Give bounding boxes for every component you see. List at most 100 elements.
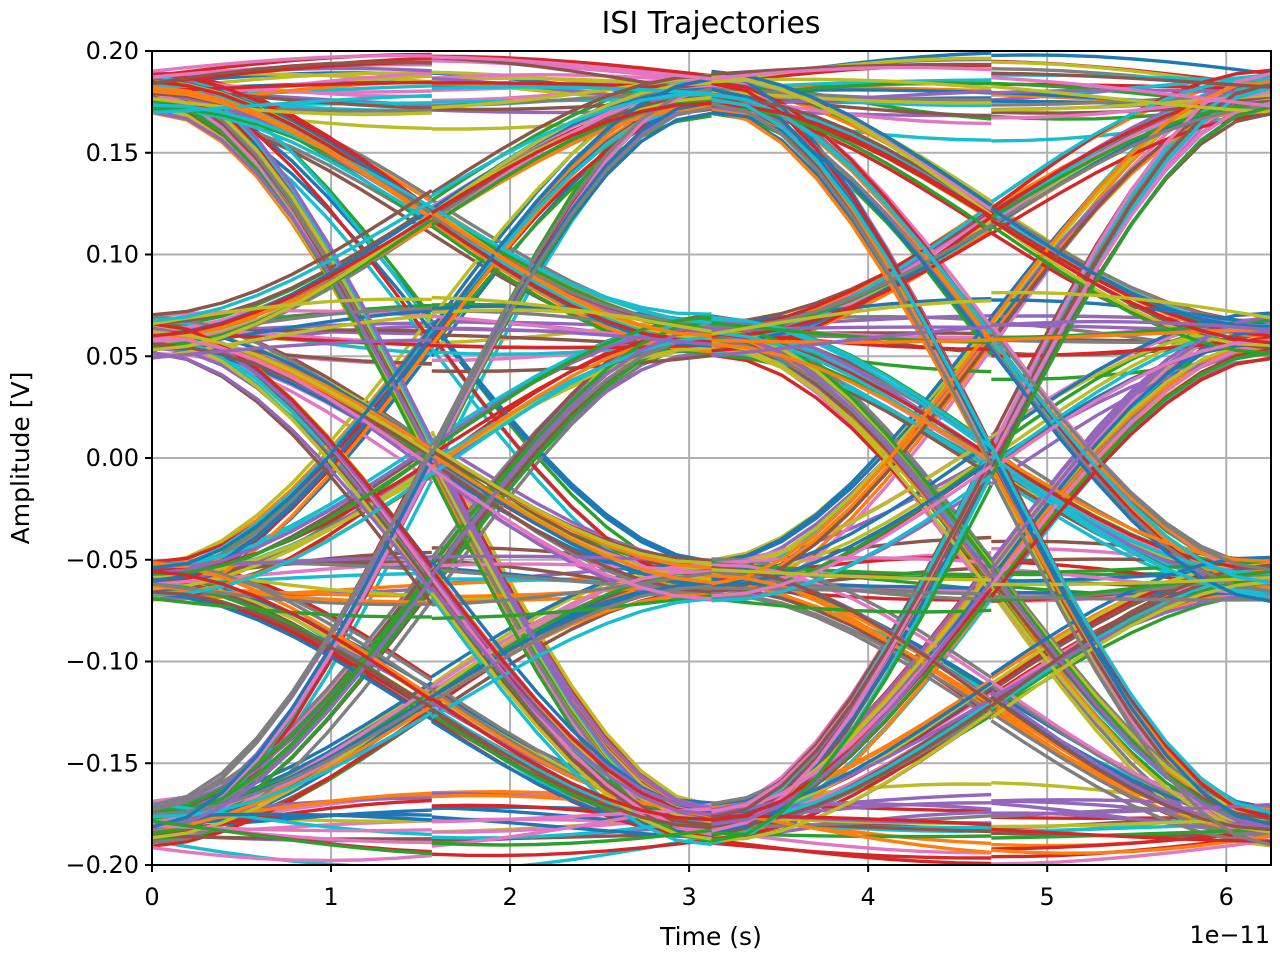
trajectory-line [711, 484, 993, 843]
trajectory-line [989, 335, 1271, 585]
trajectory-line [991, 834, 1271, 855]
x-tick-label: 6 [1219, 883, 1234, 911]
trajectory-line [989, 356, 1271, 598]
x-tick-label: 1 [323, 883, 338, 911]
trajectory-line [152, 449, 434, 807]
y-tick-label: 0.10 [86, 241, 139, 269]
trajectory-line [430, 596, 712, 720]
trajectory-line [430, 461, 712, 594]
trajectory-line [152, 819, 432, 856]
trajectory-line [152, 569, 433, 702]
trajectory-line [430, 321, 712, 564]
trajectory-line [152, 108, 433, 224]
trajectory-line [152, 342, 433, 458]
trajectory-line [991, 838, 1271, 865]
x-tick-label: 2 [502, 883, 517, 911]
trajectory-line [152, 578, 434, 831]
trajectory-line [152, 297, 432, 326]
trajectory-line [989, 105, 1271, 478]
trajectory-line [431, 571, 712, 607]
trajectory-line [711, 62, 992, 76]
trajectory-line [711, 838, 992, 865]
x-axis-label: Time (s) [659, 922, 762, 951]
trajectory-traces [152, 51, 1271, 865]
trajectory-line [711, 341, 993, 594]
trajectory-line [152, 711, 433, 819]
trajectory-line [711, 102, 993, 466]
x-tick-label: 0 [144, 883, 159, 911]
trajectory-line [152, 96, 432, 117]
trajectory-line [152, 560, 432, 587]
trajectory-line [430, 582, 712, 699]
trajectory-line [152, 53, 432, 73]
y-tick-label: 0.05 [86, 342, 139, 370]
trajectory-line [991, 76, 1271, 108]
trajectory-line [431, 55, 712, 81]
trajectory-line [990, 453, 1271, 571]
trajectory-line [152, 457, 434, 829]
trajectory-line [152, 89, 433, 221]
y-tick-label: −0.05 [65, 546, 139, 574]
trajectory-line [152, 322, 434, 569]
trajectory-line [152, 846, 432, 863]
trajectory-line [711, 299, 992, 336]
trajectory-line [711, 580, 993, 826]
trajectory-line [152, 570, 434, 813]
trajectory-line [711, 697, 993, 814]
trajectory-line [989, 564, 1271, 827]
trajectory-line [152, 214, 433, 338]
trajectory-line [990, 218, 1271, 347]
trajectory-line [711, 103, 993, 219]
trajectory-line [990, 719, 1271, 844]
trajectory-line [430, 586, 712, 817]
x-tick-label: 5 [1040, 883, 1055, 911]
trajectory-line [711, 110, 993, 351]
trajectory-line [711, 338, 992, 344]
trajectory-line [152, 205, 433, 325]
trajectory-line [990, 207, 1271, 329]
trajectory-line [430, 209, 712, 338]
trajectory-line [430, 467, 712, 601]
trajectory-line [711, 109, 993, 468]
x-tick-label: 4 [861, 883, 876, 911]
trajectory-line [431, 828, 712, 847]
trajectory-line [430, 453, 712, 810]
trajectory-line [711, 73, 993, 217]
trajectory-line [430, 92, 712, 198]
trajectory-line [152, 464, 433, 591]
trajectory-line [430, 106, 712, 455]
trajectory-line [711, 464, 993, 598]
trajectory-line [991, 827, 1271, 843]
trajectory-line [989, 445, 1271, 815]
trajectory-line [430, 217, 712, 344]
trajectory-line [711, 703, 993, 828]
trajectory-line [430, 568, 712, 817]
trajectory-line [711, 565, 993, 704]
trajectory-line [430, 444, 712, 565]
trajectory-line [990, 218, 1271, 345]
y-tick-label: 0.20 [86, 37, 139, 65]
y-tick-label: −0.15 [65, 749, 139, 777]
y-tick-label: −0.10 [65, 648, 139, 676]
trajectory-line [431, 326, 712, 347]
trajectory-line [989, 342, 1271, 587]
trajectory-line [711, 325, 992, 358]
trajectory-line [430, 453, 712, 585]
y-axis-label: Amplitude [V] [6, 372, 35, 545]
trajectory-line [152, 325, 434, 570]
trajectory-line [711, 231, 993, 338]
trajectory-line [991, 71, 1271, 89]
trajectory-line [711, 89, 992, 105]
trajectory-line [430, 101, 712, 215]
trajectory-line [152, 560, 432, 572]
trajectory-line [990, 104, 1271, 227]
x-tick-label: 3 [681, 883, 696, 911]
chart-title: ISI Trajectories [601, 6, 820, 41]
trajectory-line [991, 290, 1271, 320]
trajectory-line [711, 317, 993, 449]
trajectory-line [152, 338, 432, 360]
trajectory-line [431, 59, 712, 83]
trajectory-line [430, 591, 712, 841]
trajectory-line [711, 332, 993, 581]
